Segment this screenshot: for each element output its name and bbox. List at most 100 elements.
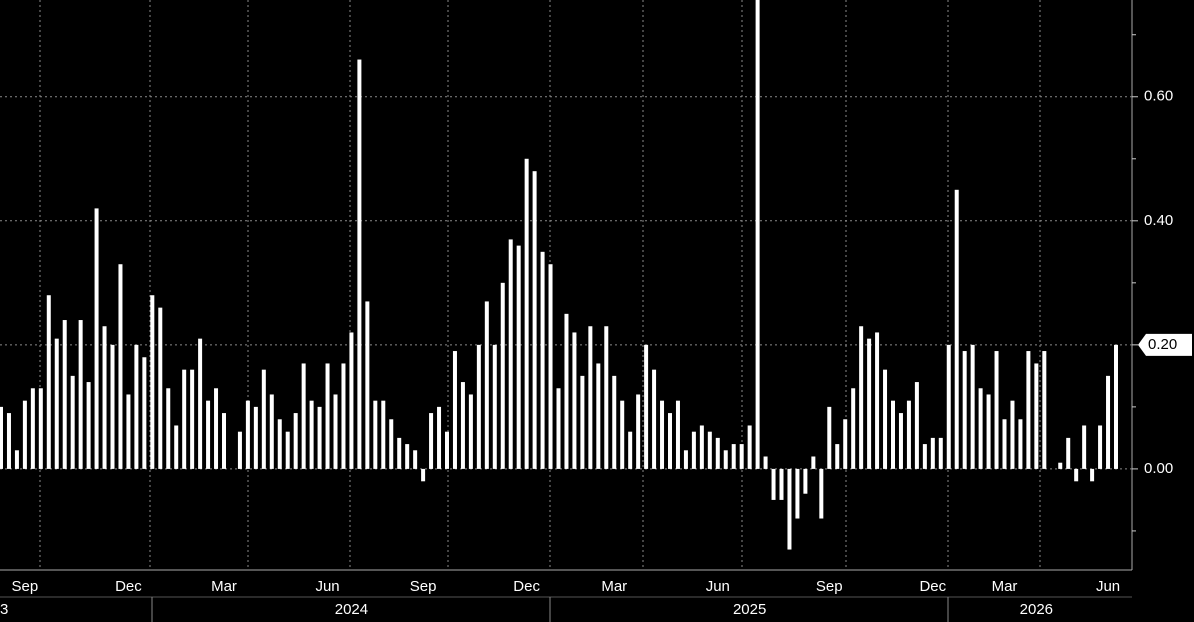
bar bbox=[86, 382, 91, 469]
bar bbox=[906, 400, 911, 469]
bar bbox=[1034, 363, 1039, 469]
bar bbox=[190, 369, 195, 469]
year-label: 2024 bbox=[335, 601, 368, 618]
bar bbox=[54, 338, 59, 469]
bar bbox=[564, 313, 569, 469]
bar bbox=[556, 388, 561, 469]
bar bbox=[134, 344, 139, 469]
bar bbox=[883, 369, 888, 469]
bar bbox=[763, 456, 768, 469]
bar bbox=[875, 332, 880, 469]
bar bbox=[22, 400, 27, 469]
bar bbox=[668, 413, 672, 469]
bar bbox=[636, 394, 641, 469]
bar bbox=[644, 344, 649, 469]
bar bbox=[1026, 351, 1031, 469]
year-label: 2025 bbox=[733, 601, 766, 618]
bar bbox=[333, 394, 338, 469]
bar bbox=[174, 425, 179, 469]
x-tick-label: Sep bbox=[12, 578, 39, 595]
bar bbox=[596, 363, 601, 469]
bar bbox=[349, 332, 354, 469]
x-tick-label: Mar bbox=[211, 578, 237, 595]
bar bbox=[0, 406, 3, 469]
bar bbox=[628, 431, 633, 469]
bar bbox=[30, 388, 35, 469]
bar bbox=[70, 375, 75, 469]
bar bbox=[222, 413, 226, 469]
x-tick-label: Dec bbox=[919, 578, 946, 595]
bar bbox=[580, 375, 585, 469]
bar bbox=[429, 413, 434, 469]
last-value-label: 0.20 bbox=[1148, 336, 1177, 353]
bar bbox=[182, 369, 187, 469]
year-label: 2026 bbox=[1020, 601, 1053, 618]
bar bbox=[357, 59, 362, 469]
x-tick-label: Jun bbox=[706, 578, 730, 595]
bar bbox=[548, 264, 553, 469]
bar bbox=[922, 444, 927, 469]
bar bbox=[484, 301, 489, 469]
bar bbox=[891, 400, 895, 469]
bar bbox=[158, 307, 163, 469]
bar bbox=[110, 344, 115, 469]
bar bbox=[253, 406, 258, 469]
bar bbox=[707, 431, 712, 469]
bar bbox=[954, 189, 959, 469]
bar bbox=[317, 406, 322, 469]
bar bbox=[867, 338, 872, 469]
bar bbox=[301, 363, 306, 469]
bar bbox=[675, 400, 680, 469]
x-tick-label: Jun bbox=[1096, 578, 1120, 595]
bar bbox=[325, 363, 330, 469]
bar bbox=[405, 444, 410, 469]
bar bbox=[277, 419, 282, 469]
y-tick-label: 0.40 bbox=[1144, 212, 1173, 229]
bar bbox=[14, 450, 19, 469]
bar bbox=[1042, 351, 1047, 469]
bar bbox=[365, 301, 370, 469]
bar bbox=[731, 444, 736, 469]
bar bbox=[843, 419, 848, 469]
bar bbox=[699, 425, 704, 469]
bar bbox=[237, 431, 242, 469]
bar bbox=[827, 406, 832, 469]
bar bbox=[1010, 400, 1015, 469]
bar bbox=[309, 400, 314, 469]
bar bbox=[245, 400, 250, 469]
x-tick-label: Mar bbox=[992, 578, 1018, 595]
y-tick-label: 0.60 bbox=[1144, 88, 1173, 105]
bar bbox=[150, 295, 155, 469]
bar bbox=[389, 419, 394, 469]
bar bbox=[269, 394, 274, 469]
bar bbox=[938, 437, 943, 469]
last-value-box bbox=[1138, 333, 1192, 356]
bar bbox=[437, 406, 442, 469]
bar bbox=[206, 400, 211, 469]
bar bbox=[683, 450, 688, 469]
bar bbox=[691, 431, 696, 469]
bar bbox=[819, 468, 824, 519]
x-tick-label: Mar bbox=[601, 578, 627, 595]
x-tick-label: Dec bbox=[115, 578, 142, 595]
bar bbox=[970, 344, 975, 469]
bar bbox=[198, 338, 203, 469]
bar bbox=[1002, 419, 1007, 469]
x-tick-label: Sep bbox=[816, 578, 843, 595]
bar bbox=[994, 351, 999, 469]
y-tick-label: 0.00 bbox=[1144, 460, 1173, 477]
bar bbox=[1066, 437, 1071, 469]
bar bbox=[373, 400, 378, 469]
bar bbox=[652, 369, 657, 469]
bar bbox=[604, 326, 609, 469]
bar bbox=[739, 444, 744, 469]
bar bbox=[962, 351, 967, 469]
bar bbox=[803, 468, 808, 494]
x-tick-label: Jun bbox=[315, 578, 339, 595]
bar bbox=[452, 351, 457, 469]
bar bbox=[1058, 462, 1063, 469]
bar bbox=[341, 363, 346, 469]
bar bbox=[1098, 425, 1103, 469]
bar bbox=[859, 326, 864, 469]
